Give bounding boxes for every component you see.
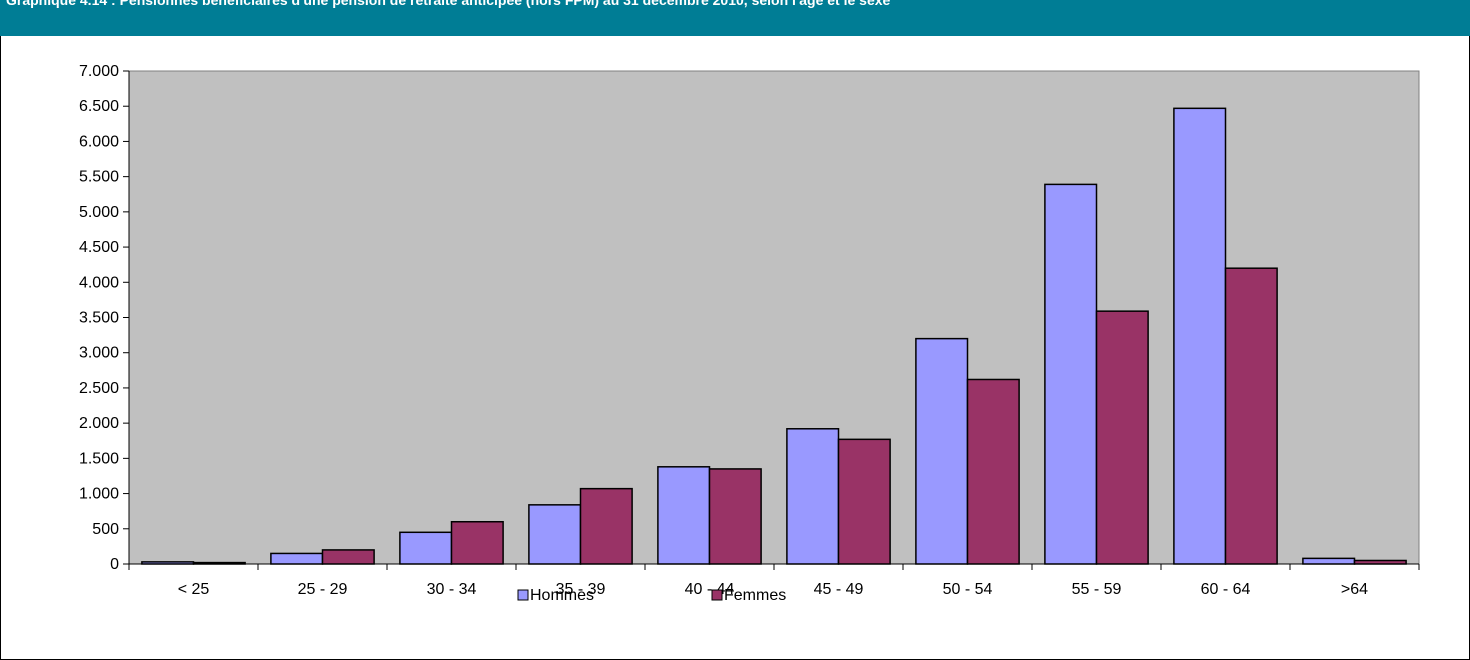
x-tick-label: 60 - 64: [1201, 581, 1251, 598]
x-tick-label: 50 - 54: [943, 581, 993, 598]
y-tick-label: 4.000: [79, 274, 119, 291]
legend-label-hommes: Hommes: [530, 587, 594, 604]
legend-swatch-hommes: [517, 589, 529, 601]
bar-femmes: [1353, 559, 1407, 565]
bar-hommes: [270, 552, 324, 565]
bar-femmes: [450, 520, 504, 565]
bar-hommes: [1173, 107, 1227, 565]
y-tick-label: 4.500: [79, 239, 119, 256]
y-tick-label: 0: [110, 556, 119, 573]
bar-hommes: [1302, 557, 1356, 565]
bars: [141, 107, 1407, 565]
y-tick-label: 500: [92, 521, 119, 538]
legend-swatch-femmes: [711, 589, 723, 601]
x-tick-label: 35 - 39: [556, 581, 606, 598]
y-tick-label: 1.500: [79, 450, 119, 467]
chart-title: Graphique 4.14 : Pensionnés bénéficiaire…: [6, 0, 891, 8]
bar-femmes: [579, 487, 633, 565]
y-tick-label: 2.500: [79, 380, 119, 397]
bar-hommes: [786, 428, 840, 565]
y-tick-label: 5.500: [79, 169, 119, 186]
legend: Hommes Femmes: [517, 587, 786, 604]
y-tick-label: 5.000: [79, 204, 119, 221]
bar-hommes: [399, 531, 453, 565]
x-tick-label: 25 - 29: [298, 581, 348, 598]
y-tick-label: 6.500: [79, 98, 119, 115]
bar-femmes: [708, 468, 762, 565]
legend-label-femmes: Femmes: [724, 587, 786, 604]
y-tick-label: 3.000: [79, 345, 119, 362]
x-tick-label: 30 - 34: [427, 581, 477, 598]
bar-hommes: [657, 466, 711, 565]
bar-femmes: [1224, 267, 1278, 565]
bar-femmes: [837, 438, 891, 565]
x-tick-label: 45 - 49: [814, 581, 864, 598]
chart-header: Graphique 4.14 : Pensionnés bénéficiaire…: [0, 0, 1470, 36]
bar-femmes: [192, 561, 246, 565]
y-tick-label: 2.000: [79, 415, 119, 432]
bar-hommes: [141, 561, 195, 565]
bar-hommes: [915, 337, 969, 565]
chart-frame: 0 500 1.000 1.500 2.000 2.500 3.000 3.500 4.000 4…: [0, 36, 1470, 660]
bar-femmes: [1095, 310, 1149, 565]
y-tick-label: 7.000: [79, 63, 119, 80]
y-tick-label: 3.500: [79, 310, 119, 327]
y-axis: 0 500 1.000 1.500 2.000 2.500 3.000 3.500 4.000 4…: [79, 63, 130, 573]
bar-chart: 0 500 1.000 1.500 2.000 2.500 3.000 3.500 4.000 4…: [79, 63, 1420, 604]
bar-hommes: [1044, 183, 1098, 565]
x-tick-label: 55 - 59: [1072, 581, 1122, 598]
bar-femmes: [321, 549, 375, 565]
x-tick-label: < 25: [178, 581, 210, 598]
y-tick-label: 1.000: [79, 486, 119, 503]
bar-femmes: [966, 378, 1020, 565]
y-tick-label: 6.000: [79, 133, 119, 150]
bar-hommes: [528, 504, 582, 565]
x-tick-label: >64: [1341, 581, 1368, 598]
